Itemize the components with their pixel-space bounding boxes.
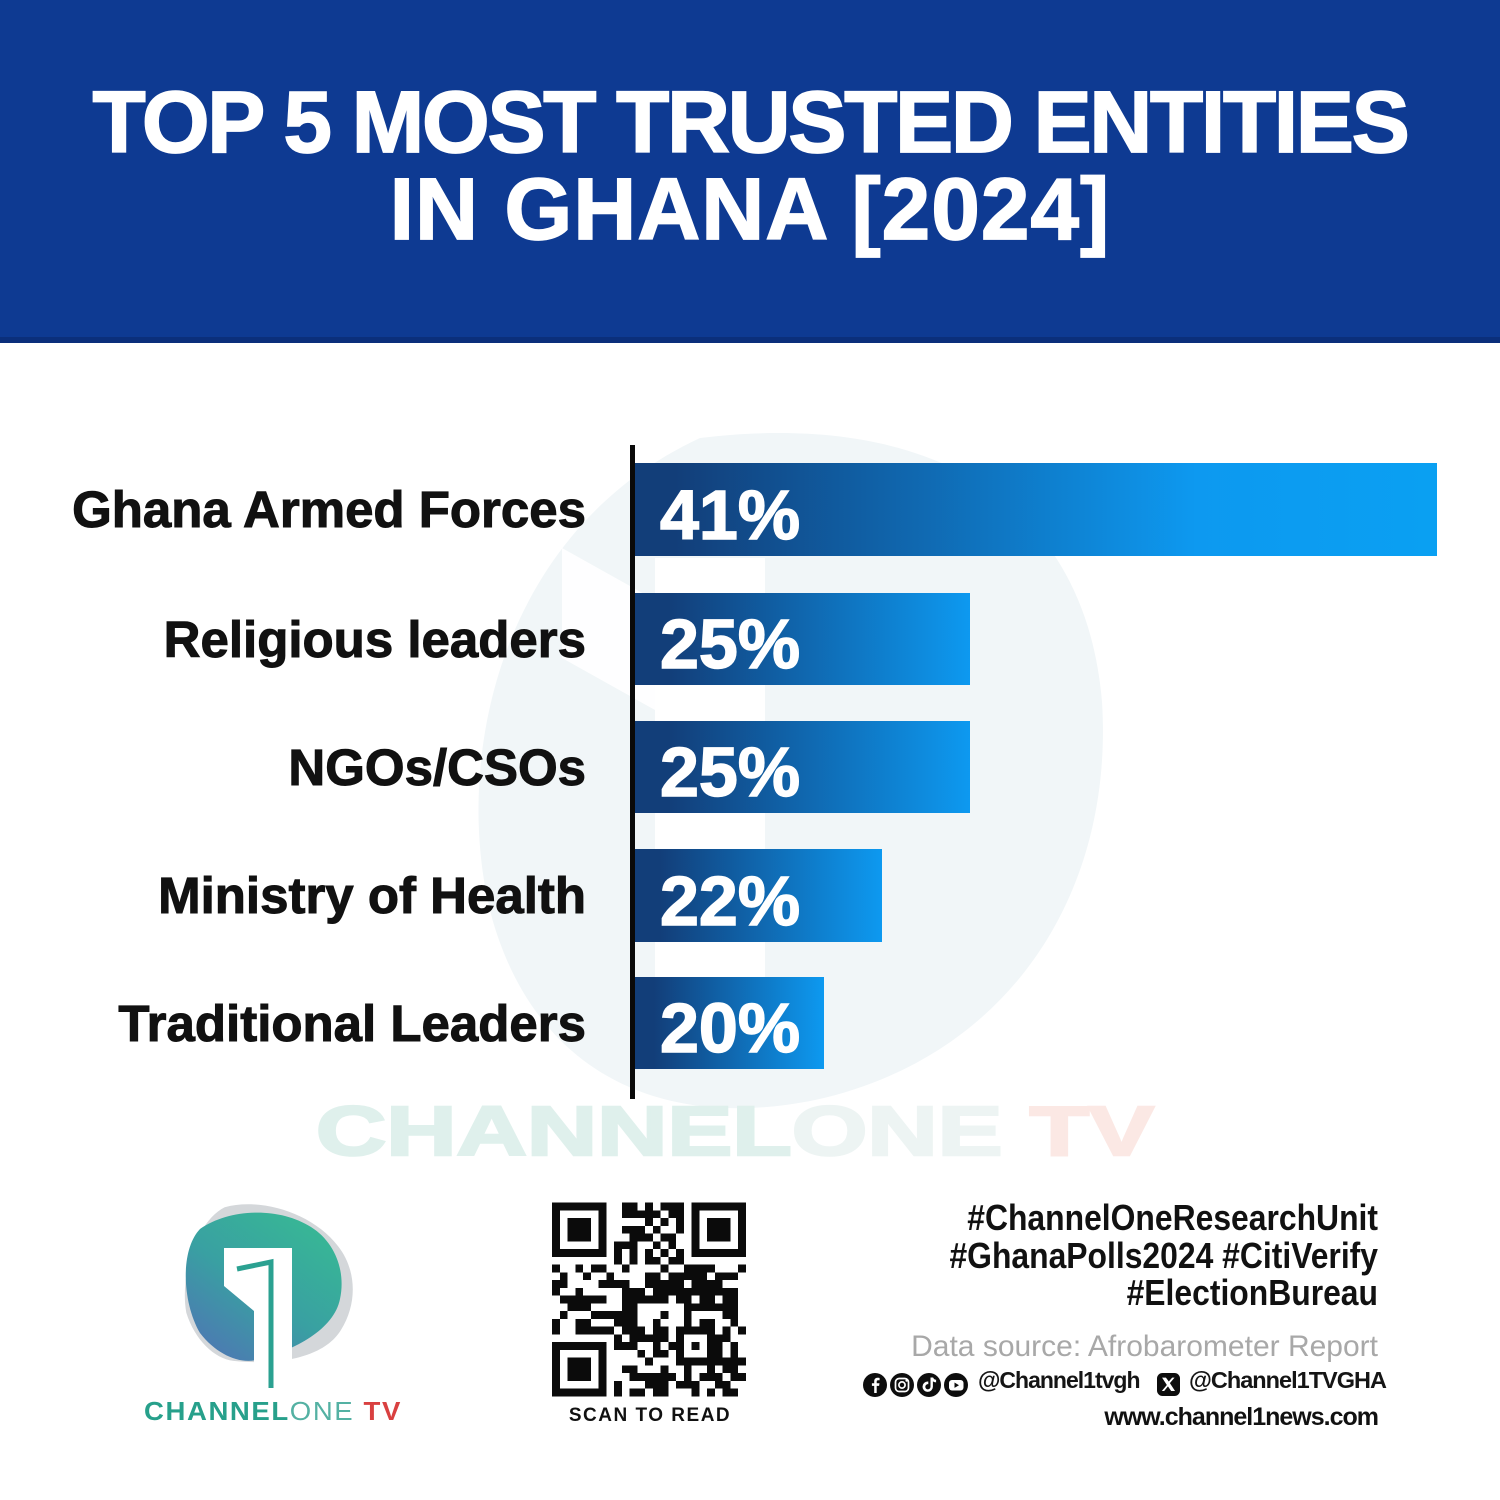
svg-text:CHANNELONE TV: CHANNELONE TV — [144, 1397, 402, 1426]
